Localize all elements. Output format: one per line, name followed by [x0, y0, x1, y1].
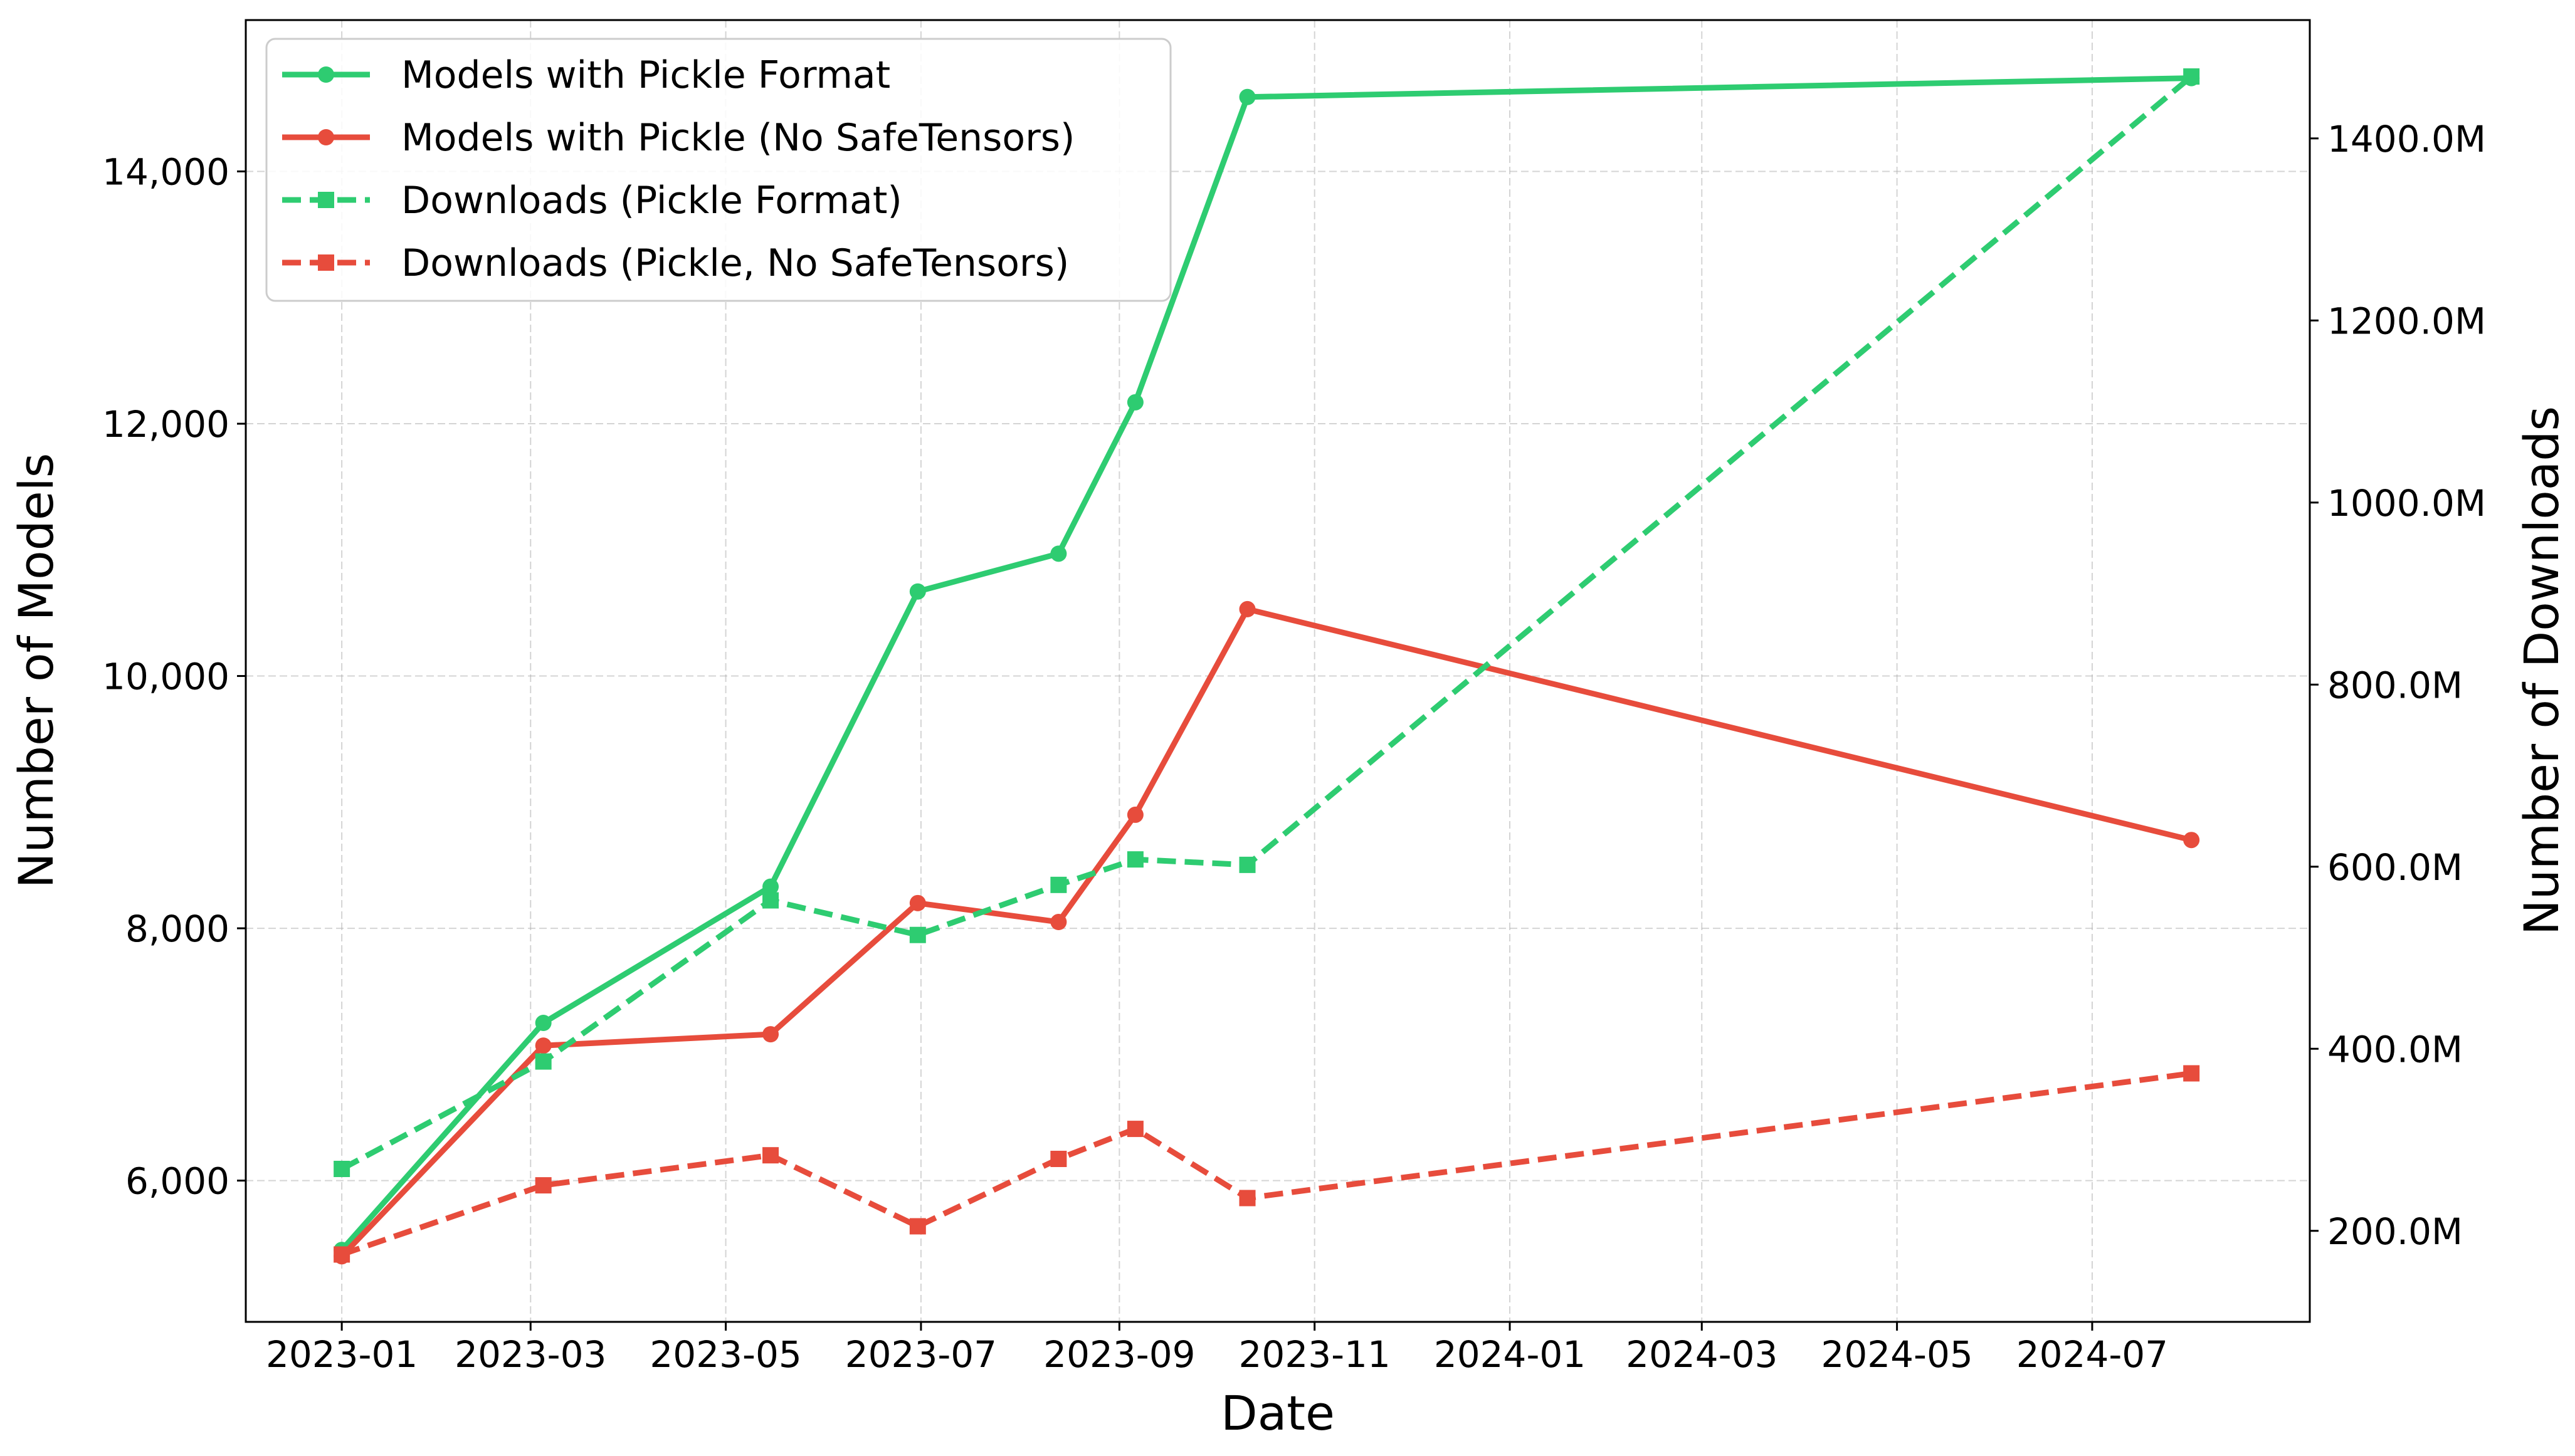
y-tick-label: 12,000 [102, 403, 229, 446]
data-point [1127, 394, 1144, 411]
legend-marker [318, 129, 334, 145]
legend-marker [318, 192, 334, 208]
data-point [535, 1037, 552, 1054]
data-point [1127, 1121, 1144, 1138]
y-tick-label: 8,000 [125, 908, 229, 950]
data-point [909, 894, 926, 911]
x-tick-label: 2023-05 [650, 1333, 801, 1376]
y2-axis-label: Number of Downloads [2514, 406, 2569, 935]
series-line-3 [340, 74, 2194, 1171]
y2-tick-label: 1400.0M [2327, 118, 2486, 160]
data-point [762, 1147, 779, 1164]
data-point [1050, 545, 1067, 562]
data-point [1050, 1151, 1067, 1168]
x-tick-label: 2024-07 [2016, 1333, 2168, 1376]
data-point [334, 1246, 350, 1263]
data-point [1239, 1190, 1256, 1207]
data-point [762, 878, 779, 895]
data-point [909, 583, 926, 600]
y2-tick-label: 600.0M [2327, 846, 2463, 889]
data-point [909, 926, 926, 943]
x-tick-label: 2024-03 [1626, 1333, 1777, 1376]
y2-tick-label: 400.0M [2327, 1028, 2463, 1071]
y2-tick-label: 800.0M [2327, 664, 2463, 706]
data-point [535, 1053, 552, 1070]
x-tick-label: 2024-01 [1434, 1333, 1586, 1376]
plot-frame [245, 19, 2311, 1323]
y2-tick-label: 200.0M [2327, 1210, 2463, 1253]
data-point [1239, 600, 1256, 617]
legend-marker [318, 66, 334, 83]
legend-label: Models with Pickle Format [401, 53, 890, 97]
x-tick-label: 2023-11 [1239, 1333, 1391, 1376]
data-point [1239, 856, 1256, 873]
data-point [535, 1177, 552, 1194]
data-point [1050, 914, 1067, 931]
data-point [2183, 1065, 2200, 1082]
data-point [762, 1026, 779, 1043]
data-point [2183, 68, 2200, 85]
data-point [762, 892, 779, 909]
legend: Models with Pickle Format Models with Pic… [265, 38, 1172, 302]
data-point [909, 1218, 926, 1235]
axis-layer: 2023-01 2023-03 2023-05 2023-07 2023-09 2023-… [102, 118, 2486, 1376]
data-point [334, 1160, 350, 1177]
y-tick-label: 10,000 [102, 656, 229, 698]
x-tick-label: 2023-01 [266, 1333, 418, 1376]
data-point [535, 1015, 552, 1032]
series-layer [334, 68, 2200, 1265]
legend-label: Downloads (Pickle, No SafeTensors) [401, 241, 1069, 285]
data-point [2183, 832, 2200, 849]
data-point [1127, 806, 1144, 823]
data-point [1127, 851, 1144, 868]
y-axis-label: Number of Models [8, 453, 64, 889]
x-tick-label: 2023-07 [845, 1333, 997, 1376]
x-axis-label: Date [1221, 1385, 1335, 1441]
legend-box [265, 38, 1172, 302]
x-tick-label: 2023-09 [1043, 1333, 1195, 1376]
legend-label: Downloads (Pickle Format) [401, 179, 902, 223]
data-point [1050, 876, 1067, 893]
series-line-1 [339, 75, 2192, 1252]
y-tick-label: 6,000 [125, 1160, 229, 1203]
legend-marker [318, 254, 334, 271]
y2-tick-label: 1000.0M [2327, 482, 2486, 525]
x-tick-label: 2023-03 [455, 1333, 606, 1376]
x-tick-label: 2024-05 [1821, 1333, 1972, 1376]
legend-label: Models with Pickle (No SafeTensors) [401, 116, 1075, 160]
data-point [1239, 88, 1256, 105]
y-tick-label: 14,000 [102, 151, 229, 194]
series-line-4 [340, 1071, 2192, 1257]
y2-tick-label: 1200.0M [2327, 300, 2486, 342]
